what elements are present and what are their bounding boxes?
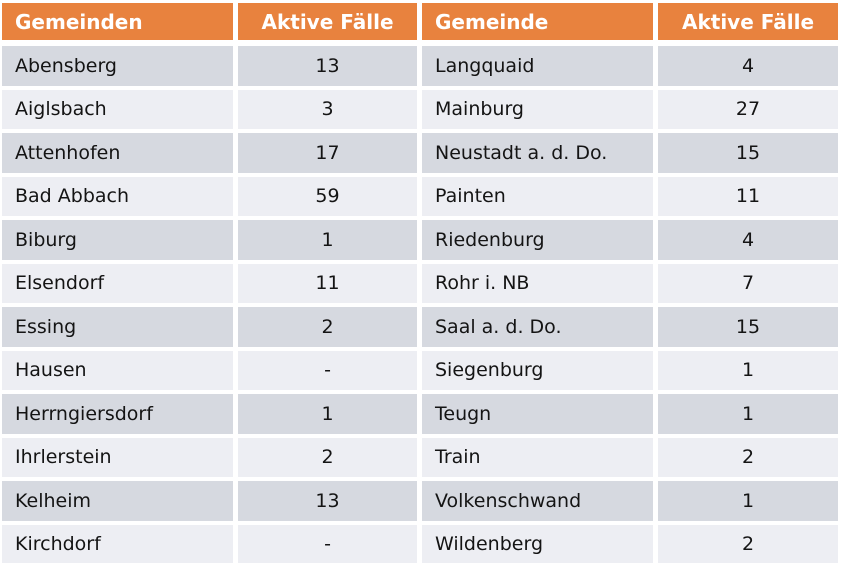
municipality-cell: Biburg [2,220,233,260]
municipality-cell: Neustadt a. d. Do. [422,133,653,173]
municipality-cell: Rohr i. NB [422,263,653,303]
municipality-cell: Painten [422,176,653,216]
active-cases-cell: 59 [238,176,417,216]
active-cases-cell: 15 [658,133,838,173]
municipality-cell: Kelheim [2,481,233,521]
header-gemeinde-right: Gemeinde [422,3,653,40]
active-cases-cell: 7 [658,263,838,303]
active-cases-cell: 2 [238,437,417,477]
table-row: Kelheim 13 Volkenschwand 1 [2,481,839,521]
municipality-cell: Essing [2,307,233,347]
active-cases-cell: 13 [238,46,417,86]
active-cases-cell: 3 [238,89,417,129]
table-row: Herrngiersdorf 1 Teugn 1 [2,394,839,434]
active-cases-cell: 17 [238,133,417,173]
active-cases-cell: 1 [658,394,838,434]
table-row: Biburg 1 Riedenburg 4 [2,220,839,260]
active-cases-cell: 4 [658,220,838,260]
active-cases-cell: 1 [658,350,838,390]
municipality-cell: Siegenburg [422,350,653,390]
header-gemeinden-left: Gemeinden [2,3,233,40]
table-row: Ihrlerstein 2 Train 2 [2,437,839,477]
table-row: Elsendorf 11 Rohr i. NB 7 [2,263,839,303]
active-cases-cell: 11 [658,176,838,216]
table-header-row: Gemeinden Aktive Fälle Gemeinde Aktive F… [2,3,839,40]
table-row: Essing 2 Saal a. d. Do. 15 [2,307,839,347]
header-aktive-faelle-left: Aktive Fälle [238,3,417,40]
active-cases-cell: 1 [658,481,838,521]
active-cases-cell: 27 [658,89,838,129]
active-cases-cell: 1 [238,394,417,434]
municipality-cell: Bad Abbach [2,176,233,216]
active-cases-cell: 15 [658,307,838,347]
active-cases-cell: 11 [238,263,417,303]
table-row: Abensberg 13 Langquaid 4 [2,46,839,86]
municipality-cell: Riedenburg [422,220,653,260]
active-cases-cell: - [238,524,417,563]
active-cases-cell: 2 [658,437,838,477]
table-row: Kirchdorf - Wildenberg 2 [2,524,839,563]
municipality-cell: Saal a. d. Do. [422,307,653,347]
municipality-cell: Hausen [2,350,233,390]
municipality-cell: Kirchdorf [2,524,233,563]
table-row: Aiglsbach 3 Mainburg 27 [2,89,839,129]
municipality-cell: Train [422,437,653,477]
municipality-cell: Volkenschwand [422,481,653,521]
active-cases-cell: 2 [238,307,417,347]
table-row: Attenhofen 17 Neustadt a. d. Do. 15 [2,133,839,173]
municipality-cell: Herrngiersdorf [2,394,233,434]
municipality-cell: Wildenberg [422,524,653,563]
active-cases-cell: 4 [658,46,838,86]
active-cases-cell: 13 [238,481,417,521]
active-cases-cell: 2 [658,524,838,563]
header-aktive-faelle-right: Aktive Fälle [658,3,838,40]
active-cases-cell: 1 [238,220,417,260]
municipality-cell: Elsendorf [2,263,233,303]
municipality-cell: Teugn [422,394,653,434]
table-row: Bad Abbach 59 Painten 11 [2,176,839,216]
municipality-cell: Langquaid [422,46,653,86]
table-row: Hausen - Siegenburg 1 [2,350,839,390]
active-cases-cell: - [238,350,417,390]
municipality-cell: Attenhofen [2,133,233,173]
municipality-cell: Abensberg [2,46,233,86]
municipality-cell: Mainburg [422,89,653,129]
municipality-cell: Aiglsbach [2,89,233,129]
municipality-cell: Ihrlerstein [2,437,233,477]
